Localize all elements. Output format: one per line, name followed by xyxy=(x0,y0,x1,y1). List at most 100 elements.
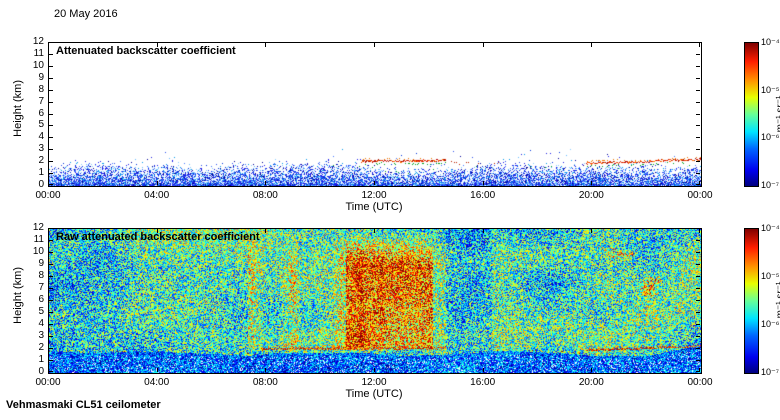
x-tick-mark xyxy=(48,229,49,233)
y-tick-label: 6 xyxy=(38,294,44,305)
y-tick-mark xyxy=(696,360,700,361)
y-tick-mark xyxy=(49,324,53,325)
y-tick-label: 4 xyxy=(38,318,44,329)
x-tick-mark xyxy=(48,43,49,47)
x-tick-mark xyxy=(156,229,158,233)
y-tick-label: 0 xyxy=(38,179,44,190)
y-tick-mark xyxy=(696,348,700,349)
x-axis-label-bottom: Time (UTC) xyxy=(345,388,403,400)
y-tick-mark xyxy=(696,137,700,139)
y-tick-mark xyxy=(696,312,700,313)
y-tick-mark xyxy=(49,161,53,163)
y-tick-label: 7 xyxy=(38,95,44,107)
x-tick-label: 04:00 xyxy=(144,190,170,201)
y-tick-mark xyxy=(696,288,700,289)
y-tick-label: 11 xyxy=(33,47,44,59)
y-tick-label: 12 xyxy=(32,222,44,233)
x-tick-mark xyxy=(156,181,158,185)
y-tick-mark xyxy=(49,113,53,115)
raw-backscatter-heatmap xyxy=(49,229,701,373)
y-tick-mark xyxy=(49,77,53,79)
y-tick-mark xyxy=(696,371,700,372)
y-tick-mark xyxy=(49,371,53,372)
colorbar-tick-label: 10⁻⁶ xyxy=(761,319,780,329)
y-tick-mark xyxy=(49,312,53,313)
y-tick-label: 6 xyxy=(38,107,44,119)
y-tick-mark xyxy=(696,101,700,103)
y-tick-label: 11 xyxy=(33,234,44,245)
station-label: Vehmasmaki CL51 ceilometer xyxy=(6,399,161,411)
y-tick-label: 3 xyxy=(38,330,44,341)
y-tick-mark xyxy=(49,173,53,175)
y-tick-label: 0 xyxy=(38,366,44,377)
x-tick-mark xyxy=(374,43,375,47)
y-tick-mark xyxy=(696,161,700,163)
y-tick-mark xyxy=(49,228,53,229)
colorbar-unit-label: m⁻¹ sr⁻¹ xyxy=(775,281,780,319)
colorbar-tick-label: 10⁻⁷ xyxy=(761,367,780,377)
colorbar-tick-label: 10⁻⁷ xyxy=(761,180,780,190)
y-tick-label: 9 xyxy=(38,71,44,83)
x-tick-mark xyxy=(374,229,375,233)
y-tick-mark xyxy=(696,240,700,241)
x-tick-mark xyxy=(482,43,484,47)
x-tick-label: 08:00 xyxy=(252,377,278,388)
y-tick-mark xyxy=(49,276,53,277)
y-tick-label: 5 xyxy=(38,119,44,131)
colorbar-top xyxy=(744,42,759,187)
y-tick-label: 4 xyxy=(38,131,44,143)
y-tick-mark xyxy=(696,300,700,301)
x-tick-mark xyxy=(265,368,267,372)
y-tick-mark xyxy=(696,184,700,185)
y-tick-mark xyxy=(696,53,700,55)
x-tick-mark xyxy=(591,181,593,185)
y-tick-mark xyxy=(696,336,700,337)
y-tick-mark xyxy=(696,149,700,151)
panel-attenuated-backscatter: Attenuated backscatter coefficient xyxy=(48,42,702,187)
y-tick-mark xyxy=(49,184,53,185)
x-tick-mark xyxy=(591,229,593,233)
x-tick-mark xyxy=(374,181,375,185)
y-tick-mark xyxy=(49,137,53,139)
y-tick-mark xyxy=(696,276,700,277)
x-tick-mark xyxy=(48,181,49,185)
y-tick-mark xyxy=(696,252,700,253)
attenuated-backscatter-heatmap xyxy=(49,43,701,186)
y-tick-mark xyxy=(49,42,53,43)
x-tick-mark xyxy=(699,368,700,372)
colorbar-unit-label: m⁻¹ sr⁻¹ xyxy=(775,95,780,132)
colorbar-tick-label: 10⁻⁴ xyxy=(761,223,780,233)
y-tick-mark xyxy=(696,65,700,67)
y-tick-label: 10 xyxy=(32,246,44,257)
x-tick-label: 20:00 xyxy=(578,190,604,201)
y-tick-mark xyxy=(696,173,700,175)
colorbar-tick-label: 10⁻⁵ xyxy=(761,84,780,95)
y-tick-mark xyxy=(49,101,53,103)
panel-title-attenuated: Attenuated backscatter coefficient xyxy=(56,45,236,57)
x-tick-mark xyxy=(591,43,593,47)
y-tick-label: 3 xyxy=(38,143,44,155)
colorbar-bottom xyxy=(744,228,759,374)
x-tick-mark xyxy=(591,368,593,372)
y-tick-label: 8 xyxy=(38,270,44,281)
x-tick-mark xyxy=(265,43,267,47)
y-tick-label: 8 xyxy=(38,83,44,95)
x-tick-mark xyxy=(699,43,700,47)
x-tick-label: 16:00 xyxy=(470,377,496,388)
date-label: 20 May 2016 xyxy=(54,8,118,20)
y-tick-mark xyxy=(696,113,700,115)
y-tick-mark xyxy=(696,125,700,127)
y-tick-mark xyxy=(49,53,53,55)
y-tick-mark xyxy=(49,264,53,265)
x-tick-label: 04:00 xyxy=(144,377,170,388)
y-tick-label: 5 xyxy=(38,306,44,317)
colorbar-tick-label: 10⁻⁶ xyxy=(761,132,780,143)
x-tick-mark xyxy=(699,229,700,233)
y-tick-mark xyxy=(696,324,700,325)
y-tick-mark xyxy=(696,264,700,265)
y-tick-mark xyxy=(49,300,53,301)
y-tick-label: 2 xyxy=(38,342,44,353)
y-tick-mark xyxy=(49,348,53,349)
y-tick-mark xyxy=(696,77,700,79)
